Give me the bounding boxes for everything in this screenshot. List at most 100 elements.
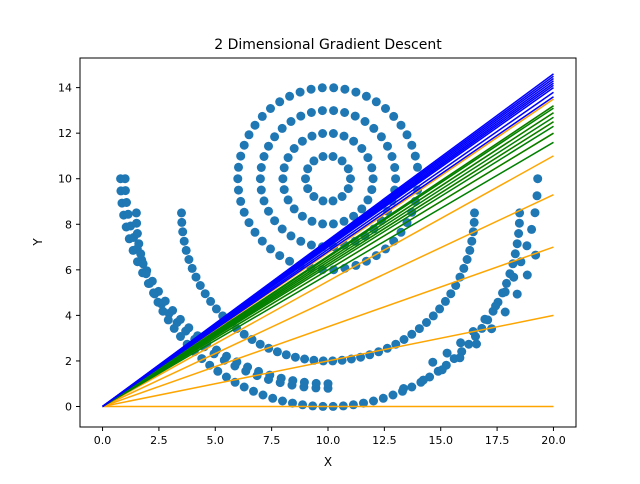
scatter-point bbox=[532, 191, 542, 201]
scatter-point bbox=[514, 229, 524, 238]
scatter-point bbox=[145, 278, 154, 288]
scatter-point bbox=[311, 378, 321, 388]
scatter-point bbox=[396, 120, 406, 130]
scatter-points bbox=[116, 83, 543, 411]
scatter-point bbox=[132, 218, 142, 228]
scatter-point bbox=[369, 123, 379, 133]
scatter-point bbox=[278, 396, 287, 406]
scatter-point bbox=[288, 398, 297, 408]
scatter-point bbox=[369, 396, 378, 406]
scatter-point bbox=[255, 174, 265, 184]
scatter-point bbox=[509, 272, 519, 282]
scatter-point bbox=[279, 185, 289, 195]
scatter-point bbox=[285, 91, 295, 101]
scatter-point bbox=[239, 207, 249, 217]
scatter-point bbox=[268, 393, 278, 403]
y-tick-label: 6 bbox=[65, 264, 72, 277]
fit-line bbox=[102, 155, 554, 408]
scatter-point bbox=[378, 393, 388, 403]
scatter-point bbox=[184, 323, 194, 333]
y-tick-label: 14 bbox=[58, 82, 72, 95]
scatter-point bbox=[437, 365, 447, 375]
x-tick-label: 15.0 bbox=[428, 434, 453, 447]
y-tick-label: 2 bbox=[65, 355, 72, 368]
scatter-point bbox=[213, 366, 223, 376]
scatter-point bbox=[244, 218, 254, 228]
scatter-point bbox=[487, 324, 497, 334]
fit-line bbox=[102, 105, 554, 408]
scatter-point bbox=[455, 353, 465, 363]
scatter-point bbox=[502, 278, 511, 288]
scatter-point bbox=[297, 136, 307, 146]
scatter-point bbox=[303, 184, 313, 194]
scatter-point bbox=[300, 354, 310, 364]
scatter-point bbox=[328, 152, 338, 161]
scatter-point bbox=[295, 87, 305, 97]
scatter-point bbox=[318, 129, 328, 138]
scatter-point bbox=[306, 84, 316, 94]
scatter-point bbox=[179, 236, 189, 246]
scatter-point bbox=[399, 335, 409, 344]
scatter-point bbox=[131, 208, 141, 218]
scatter-point bbox=[160, 296, 170, 306]
scatter-point bbox=[510, 249, 520, 259]
scatter-point bbox=[470, 208, 479, 218]
scatter-point bbox=[367, 163, 377, 173]
scatter-point bbox=[136, 249, 146, 259]
scatter-point bbox=[296, 111, 306, 121]
scatter-point bbox=[123, 209, 133, 219]
scatter-point bbox=[349, 136, 359, 146]
scatter-point bbox=[318, 356, 328, 366]
scatter-point bbox=[446, 289, 456, 299]
y-tick-label: 10 bbox=[58, 173, 72, 186]
x-axis-ticks: 0.0 2.5 5.0 7.5 10.0 12.5 15.0 17.5 20.0 bbox=[94, 427, 566, 447]
fit-line bbox=[102, 141, 554, 408]
scatter-point bbox=[387, 152, 397, 161]
scatter-point bbox=[258, 390, 268, 400]
scatter-point bbox=[407, 382, 417, 392]
y-axis-label: Y bbox=[31, 238, 45, 247]
scatter-point bbox=[239, 329, 249, 339]
scatter-point bbox=[257, 111, 267, 121]
scatter-point bbox=[317, 106, 327, 116]
scatter-point bbox=[329, 106, 339, 116]
scatter-point bbox=[422, 318, 431, 327]
scatter-point bbox=[402, 130, 412, 140]
scatter-point bbox=[309, 156, 319, 166]
scatter-point bbox=[178, 227, 188, 237]
scatter-point bbox=[410, 151, 420, 161]
scatter-point bbox=[317, 83, 327, 93]
scatter-point bbox=[363, 153, 373, 163]
scatter-point bbox=[256, 163, 266, 172]
scatter-point bbox=[153, 297, 163, 307]
scatter-point bbox=[515, 208, 525, 218]
scatter-point bbox=[388, 390, 398, 400]
scatter-point bbox=[236, 151, 246, 161]
scatter-point bbox=[491, 301, 501, 311]
scatter-point bbox=[296, 236, 306, 246]
scatter-point bbox=[177, 217, 187, 227]
scatter-point bbox=[257, 236, 267, 246]
scatter-point bbox=[175, 314, 185, 324]
scatter-point bbox=[467, 236, 477, 246]
scatter-point bbox=[169, 323, 179, 333]
scatter-point bbox=[272, 347, 282, 357]
scatter-point bbox=[376, 132, 386, 142]
scatter-point bbox=[283, 153, 293, 163]
scatter-point bbox=[306, 108, 316, 117]
fit-line bbox=[102, 314, 554, 408]
scatter-point bbox=[234, 185, 243, 195]
scatter-point bbox=[340, 108, 350, 117]
scatter-point bbox=[477, 323, 487, 333]
scatter-point bbox=[301, 174, 310, 184]
scatter-point bbox=[351, 87, 361, 97]
scatter-point bbox=[359, 398, 368, 408]
x-tick-label: 0.0 bbox=[94, 434, 112, 447]
fit-line bbox=[102, 246, 554, 408]
scatter-point bbox=[414, 324, 424, 334]
scatter-point bbox=[456, 338, 466, 348]
scatter-point bbox=[512, 239, 522, 249]
scatter-point bbox=[391, 174, 401, 184]
scatter-point bbox=[357, 204, 367, 214]
